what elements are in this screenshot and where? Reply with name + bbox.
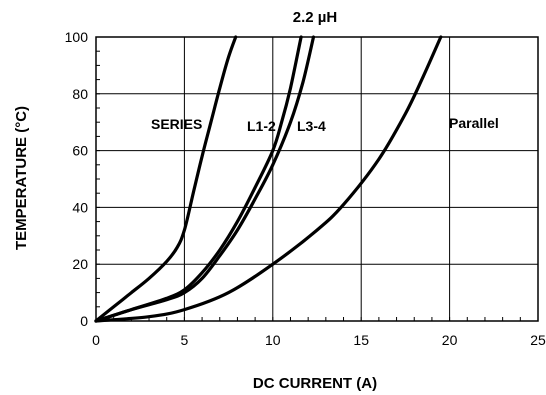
x-tick-label: 0	[92, 332, 100, 348]
minor-tick-layer	[95, 36, 539, 322]
series-label-series: SERIES	[151, 116, 202, 132]
series-label-l1-2: L1-2	[247, 118, 276, 134]
y-tick-label: 80	[72, 86, 88, 102]
x-tick-label: 20	[442, 332, 458, 348]
y-tick-label: 20	[72, 256, 88, 272]
y-tick-label: 60	[72, 143, 88, 159]
grid-layer	[96, 37, 538, 321]
x-tick-label: 5	[181, 332, 189, 348]
series-line-l1-2	[94, 35, 303, 323]
series-line-l3-4	[94, 35, 316, 323]
x-tick-label: 15	[353, 332, 369, 348]
chart-title: 2.2 µH	[293, 9, 338, 26]
x-tick-label: 10	[265, 332, 281, 348]
series-layer	[94, 35, 443, 323]
series-label-parallel: Parallel	[449, 115, 499, 131]
tick-label-layer: 0 5 10 15 20 25 0 20 40 60 80 100	[65, 29, 546, 348]
series-line-series	[94, 35, 238, 323]
x-tick-label: 25	[530, 332, 546, 348]
plot-frame	[95, 36, 539, 322]
y-axis-label: TEMPERATURE (°C)	[13, 106, 30, 250]
x-axis-label: DC CURRENT (A)	[253, 375, 377, 392]
y-tick-label: 100	[65, 29, 89, 45]
y-tick-label: 40	[72, 199, 88, 215]
series-label-l3-4: L3-4	[297, 118, 326, 134]
series-line-parallel	[94, 35, 443, 323]
y-tick-label: 0	[80, 313, 88, 329]
